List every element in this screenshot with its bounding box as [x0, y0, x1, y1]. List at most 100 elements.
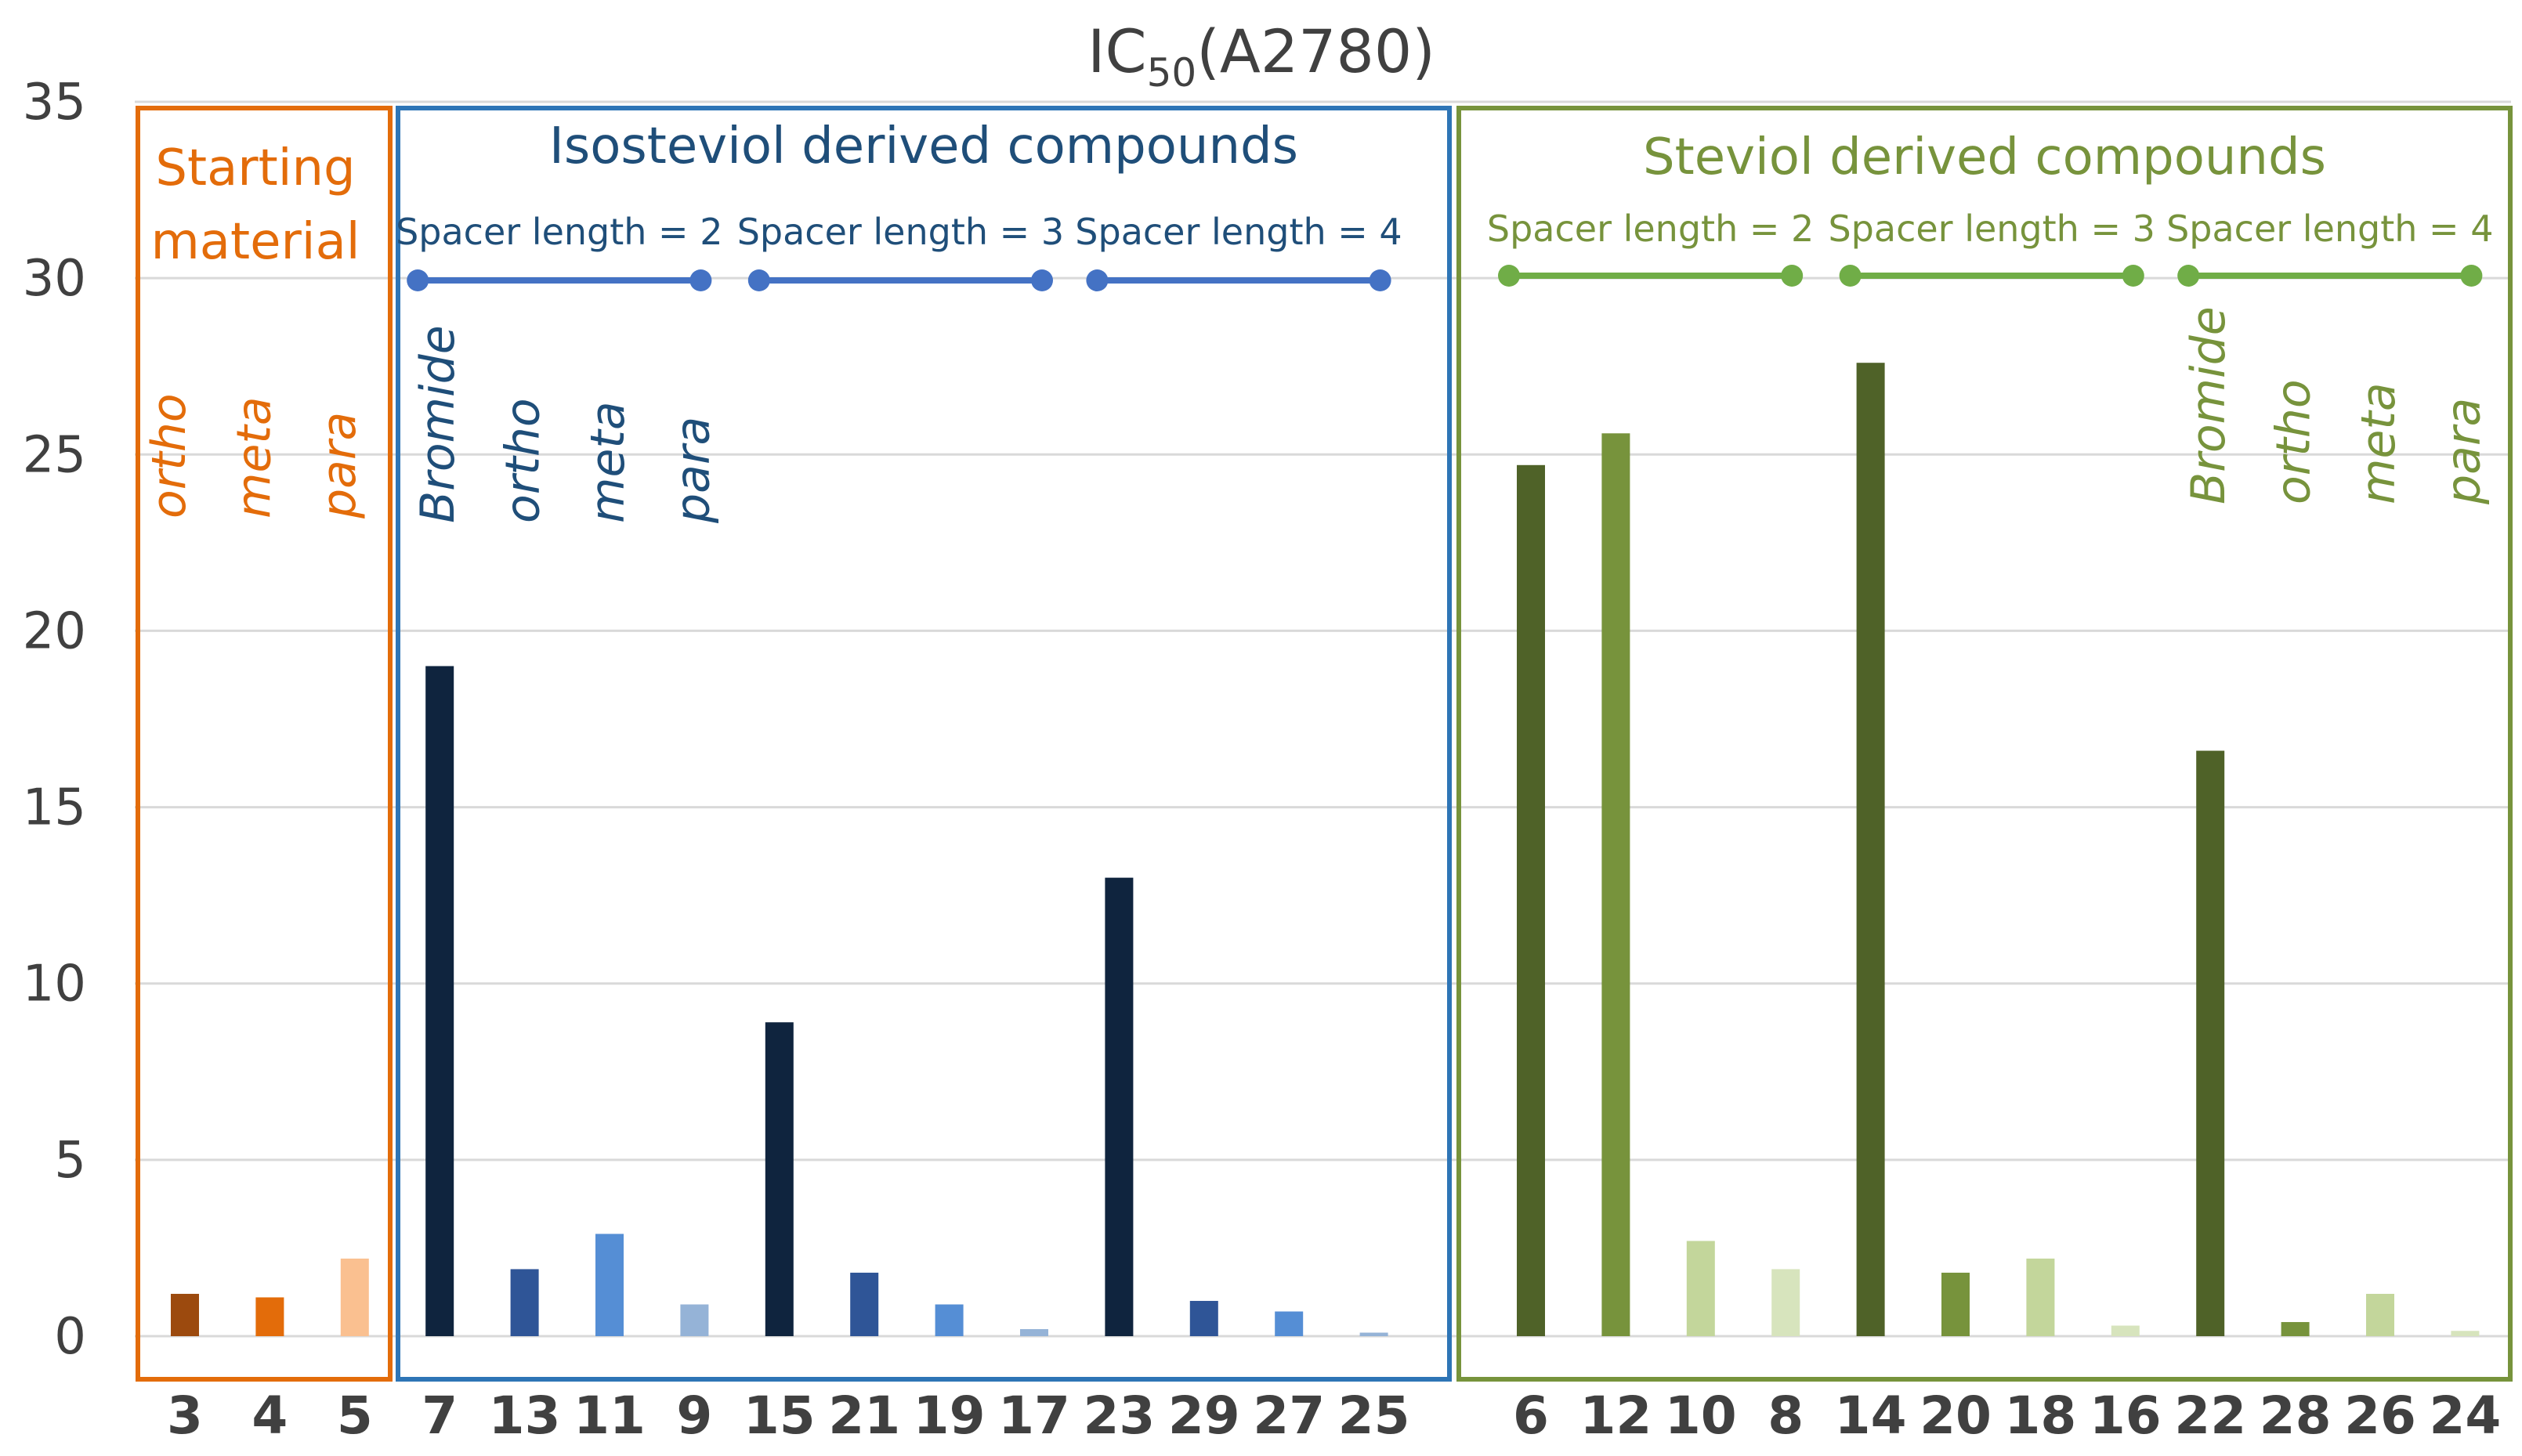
- bar-10: [1686, 1241, 1715, 1336]
- x-tick-label: 12: [1579, 1386, 1652, 1446]
- bar-29: [1189, 1300, 1218, 1336]
- bar-20: [1941, 1272, 1970, 1336]
- bar-3: [171, 1293, 199, 1336]
- x-tick-label: 9: [676, 1386, 712, 1446]
- bar-18: [2026, 1258, 2055, 1336]
- bar-8: [1771, 1269, 1800, 1336]
- y-tick-label: 5: [54, 1132, 86, 1190]
- gridlines: [135, 100, 2511, 1338]
- spacer-endpoint: [407, 269, 429, 291]
- bar-23: [1105, 877, 1134, 1336]
- spacer-label: Spacer length = 2: [396, 211, 722, 253]
- substituent-label: para: [312, 412, 367, 519]
- bar-11: [595, 1234, 624, 1336]
- x-tick-label: 19: [914, 1386, 986, 1446]
- x-tick-label: 14: [1835, 1386, 1907, 1446]
- y-tick-label: 15: [23, 779, 86, 837]
- frame-steviol: [1456, 106, 2513, 1382]
- substituent-label: ortho: [496, 398, 551, 523]
- bar-6: [1517, 464, 1545, 1336]
- spacer-label: Spacer length = 2: [1487, 208, 1814, 250]
- substituent-label: ortho: [2267, 379, 2321, 504]
- spacer-endpoint: [2177, 265, 2200, 287]
- y-tick-label: 10: [23, 956, 86, 1013]
- bar-28: [2281, 1321, 2310, 1336]
- substituent-label: para: [665, 417, 720, 524]
- spacer-label: Spacer length = 3: [1828, 208, 2155, 250]
- bar-24: [2451, 1331, 2480, 1336]
- x-tick-label: 27: [1253, 1386, 1325, 1446]
- group-title-starting: material: [150, 213, 360, 271]
- spacer-endpoint: [1031, 269, 1053, 291]
- spacer-endpoint: [747, 269, 770, 291]
- x-tick-label: 17: [998, 1386, 1070, 1446]
- x-tick-label: 8: [1768, 1386, 1804, 1446]
- bar-17: [1020, 1328, 1048, 1336]
- bar-16: [2111, 1325, 2140, 1336]
- group-title-steviol: Steviol derived compounds: [1643, 128, 2326, 186]
- spacer-endpoint: [689, 269, 712, 291]
- x-tick-label: 11: [574, 1386, 646, 1446]
- group-title-isosteviol: Isosteviol derived compounds: [549, 117, 1298, 175]
- bar-25: [1359, 1332, 1388, 1336]
- bar-5: [340, 1258, 369, 1336]
- substituent-label: Bromide: [411, 325, 465, 523]
- x-tick-label: 16: [2090, 1386, 2162, 1446]
- spacer-endpoint: [2122, 265, 2144, 287]
- substituent-label: ortho: [142, 393, 197, 518]
- spacer-endpoint: [1369, 269, 1391, 291]
- substituent-label: meta: [226, 396, 281, 518]
- bar-7: [425, 666, 454, 1336]
- bar-4: [255, 1297, 284, 1336]
- bar-13: [510, 1269, 539, 1336]
- spacer-endpoint: [1498, 265, 1520, 287]
- substituent-label: meta: [2351, 382, 2406, 504]
- x-tick-label: 10: [1665, 1386, 1737, 1446]
- y-tick-label: 30: [23, 250, 86, 308]
- x-tick-label: 29: [1168, 1386, 1240, 1446]
- x-tick-label: 15: [744, 1386, 816, 1446]
- bar-9: [680, 1304, 709, 1336]
- bar-14: [1856, 363, 1885, 1336]
- bar-12: [1601, 433, 1630, 1336]
- x-tick-label: 13: [489, 1386, 561, 1446]
- bar-19: [935, 1304, 964, 1336]
- bars: [171, 363, 2480, 1336]
- bar-15: [765, 1022, 794, 1336]
- substituent-label: meta: [581, 401, 635, 523]
- bar-22: [2196, 750, 2225, 1336]
- x-tick-label: 25: [1338, 1386, 1410, 1446]
- x-tick-label: 23: [1083, 1386, 1155, 1446]
- substituent-label: Bromide: [2181, 306, 2236, 504]
- x-tick-label: 21: [828, 1386, 900, 1446]
- y-tick-label: 20: [23, 602, 86, 660]
- group-title-starting: Starting: [155, 139, 355, 197]
- y-tick-label: 25: [23, 426, 86, 484]
- frame-isosteviol: [396, 106, 1452, 1382]
- x-tick-label: 24: [2429, 1386, 2501, 1446]
- x-tick-label: 7: [422, 1386, 458, 1446]
- y-tick-label: 0: [54, 1308, 86, 1366]
- spacer-label: Spacer length = 4: [1075, 211, 1402, 253]
- spacer-endpoint: [1086, 269, 1109, 291]
- bar-21: [850, 1272, 879, 1336]
- spacer-label: Spacer length = 4: [2166, 208, 2493, 250]
- substituent-label: para: [2436, 398, 2491, 505]
- x-tick-label: 26: [2344, 1386, 2416, 1446]
- bar-27: [1275, 1311, 1304, 1336]
- spacer-endpoint: [1781, 265, 1804, 287]
- spacer-endpoint: [2460, 265, 2483, 287]
- x-tick-label: 20: [1920, 1386, 1992, 1446]
- spacer-label: Spacer length = 3: [737, 211, 1064, 253]
- x-tick-label: 3: [167, 1386, 203, 1446]
- chart-title: IC50(A2780): [1087, 16, 1435, 96]
- group-frames: [136, 106, 2513, 1382]
- x-tick-label: 22: [2174, 1386, 2246, 1446]
- bar-26: [2366, 1293, 2394, 1336]
- x-tick-label: 4: [251, 1386, 288, 1446]
- spacer-endpoint: [1839, 265, 1862, 287]
- y-tick-label: 35: [23, 74, 86, 132]
- x-tick-label: 18: [2004, 1386, 2076, 1446]
